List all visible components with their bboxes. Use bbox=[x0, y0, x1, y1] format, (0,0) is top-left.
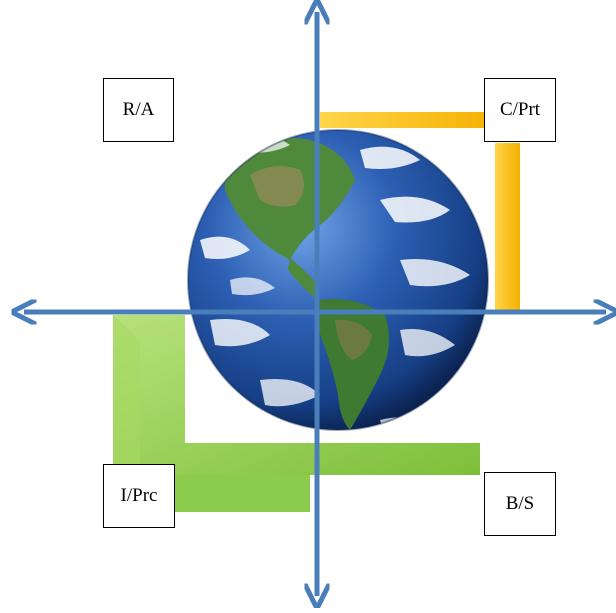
label-top-left: R/A bbox=[103, 78, 174, 142]
label-top-right: C/Prt bbox=[484, 78, 556, 142]
label-bottom-right: B/S bbox=[484, 472, 556, 536]
label-bottom-left: I/Prc bbox=[103, 464, 175, 528]
yellow-bracket bbox=[320, 112, 520, 310]
earth-globe-icon bbox=[187, 129, 489, 431]
axes bbox=[24, 12, 606, 596]
